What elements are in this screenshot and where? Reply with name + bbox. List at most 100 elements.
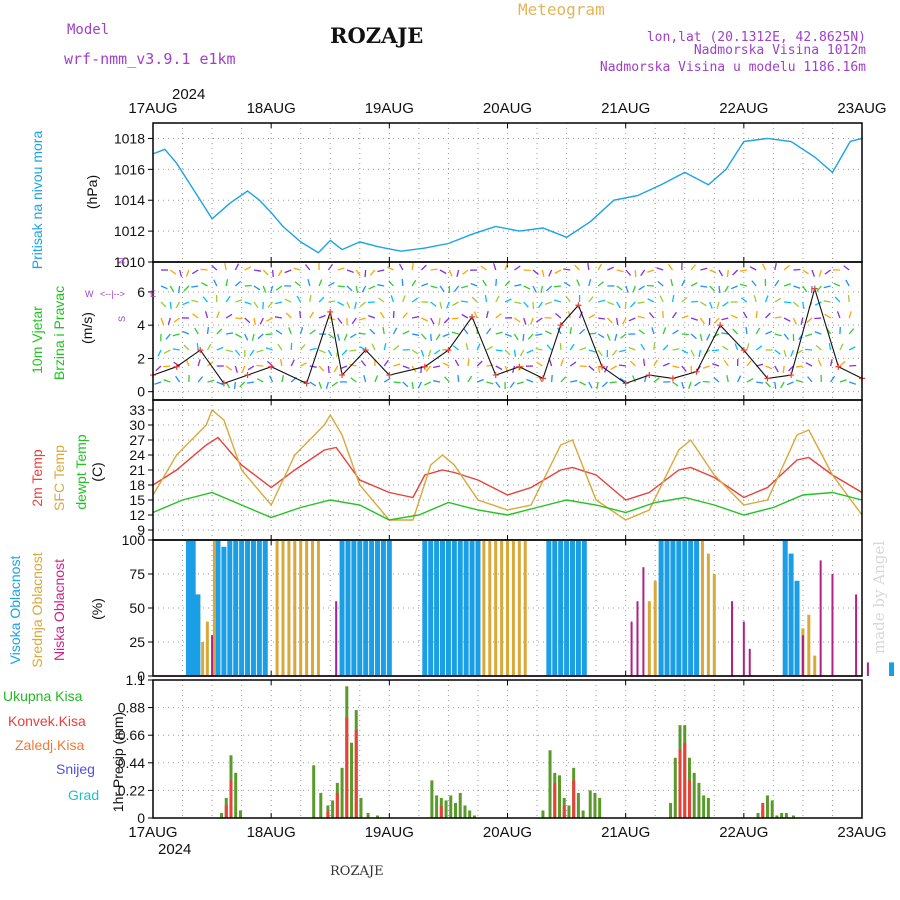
cloud-bar [517,540,521,676]
wind-barb [640,343,646,351]
wind-barb [700,285,708,288]
precip-bar [350,742,354,818]
wind-barb [504,280,511,287]
wind-barb [442,333,450,338]
wind-barb [814,317,822,320]
wind-barb [411,315,420,319]
cloud-unit-label: (%) [89,598,105,620]
wind-barb [346,269,354,274]
cloud-bar [813,655,817,676]
wind-barb [266,317,273,322]
wind-barb [318,381,323,389]
wind-gust-marker [622,380,629,387]
precip-bar [376,815,380,818]
wind-barb [681,279,686,287]
wind-barb [597,299,606,303]
wind-barb [721,332,729,335]
wind-barb [371,343,376,351]
wind-barb [461,285,469,289]
wind-barb [698,349,702,358]
wind-gust-marker [575,302,582,309]
wind-barb [355,269,361,277]
precip-bar [770,800,774,818]
wind-barb [609,381,617,384]
wind-barb [175,301,181,309]
wind-barb [277,269,283,277]
wind-barb [694,381,701,387]
wind-barb [402,312,408,319]
wind-barb [662,362,670,367]
precip-bar [234,772,238,818]
wind-barb [709,285,716,292]
wind-barb [393,381,401,384]
wind-barb [702,365,710,369]
wind-barb [411,349,419,355]
wind-gust-marker [362,347,369,354]
cloud-bar [357,540,363,676]
wind-barb [160,317,165,325]
wind-barb [745,327,748,335]
wind-barb [439,301,443,309]
cloud-bar [889,662,895,676]
y-tick-label: 15 [129,492,145,508]
wind-barb [206,343,212,351]
cloud-bar [335,601,338,676]
wind-barb [512,365,516,373]
wind-barb [560,359,564,367]
precip-bar [454,802,458,818]
wind-barb [383,343,387,351]
wind-barb [225,332,234,335]
wind-barb [726,269,729,277]
wind-barb [681,381,685,389]
wind-barb [713,376,720,383]
cloud-bar [195,594,201,676]
wind-barb [244,317,251,324]
precip-bar [669,802,673,818]
y-tick-label: 0.66 [118,727,145,743]
cloud-bar [345,540,351,676]
wind-barb [802,301,805,310]
precip-bar [702,795,706,818]
wind-barb [818,269,822,277]
wind-barb [327,365,330,374]
wind-barb [537,301,543,309]
precip-bar [780,812,784,818]
cloud-bar [523,540,527,676]
wind-barb [553,285,561,288]
wind-barb [690,317,699,321]
wind-barb [446,301,450,309]
wind-barb [746,360,752,367]
wind-barb [482,279,488,287]
precip-bar [331,800,335,818]
wind-barb [439,285,445,292]
wind-gust-marker [303,380,310,387]
wind-barb [253,301,259,309]
cloud-bar [712,574,716,676]
cloud-bar [287,540,291,676]
wind-barb [681,349,689,354]
precip-bar [335,792,339,818]
wind-barb [523,317,527,325]
wind-barb [233,381,237,389]
cloud-bar [205,621,209,676]
cloud-bar [807,614,811,676]
wind-barb [359,346,366,351]
pressure-axis-label: Pritisak na nivou mora [29,131,45,270]
wind-gust-marker [599,363,606,370]
wind-barb [467,358,470,367]
wind-barb [484,294,488,303]
cloud-bar [351,540,357,676]
wind-barb [206,327,210,335]
wind-barb [343,333,348,341]
x-tick-bottom: 19AUG [365,824,414,841]
precip-bar [224,805,228,818]
cloud-bar [221,546,227,676]
wind-barb [266,360,274,367]
wind-barb [817,359,822,367]
wind-barb [597,333,605,339]
wind-barb [402,330,410,335]
y-tick-label: 12 [129,507,145,523]
x-tick-labels-bottom: 17AUG 18AUG 19AUG 20AUG 21AUG 22AUG 23AUG [128,824,886,841]
wind-barb [485,311,489,319]
